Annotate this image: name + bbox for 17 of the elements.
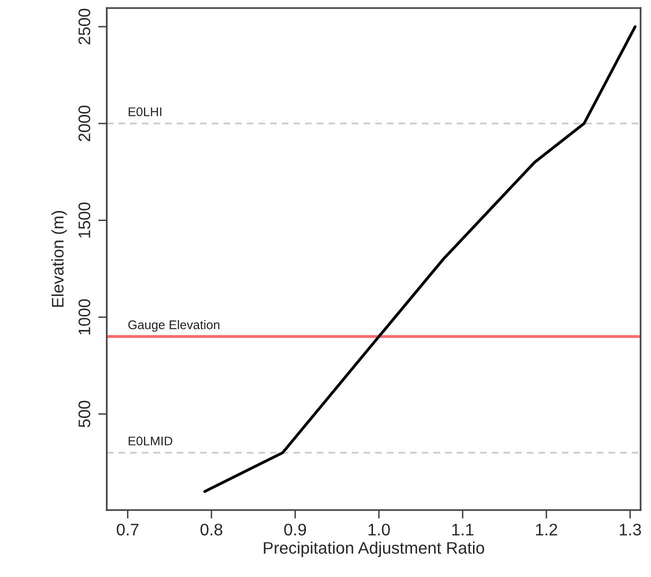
x-tick-label: 0.8 [200, 524, 222, 536]
x-tick-label: 1.2 [536, 524, 558, 536]
y-tick-label: 1000 [78, 299, 90, 334]
x-tick-label: 1.0 [368, 524, 390, 536]
x-tick-label: 1.3 [620, 524, 641, 536]
y-tick-label: 1500 [78, 202, 90, 238]
y-tick-label: 2500 [78, 8, 90, 44]
y-tick-label: 2000 [78, 106, 90, 142]
ref-line-label: Gauge Elevation [128, 320, 220, 332]
ref-line-label: E0LMID [128, 436, 172, 446]
y-tick-label: 500 [78, 400, 90, 428]
y-axis-title: Elevation (m) [51, 211, 67, 307]
x-axis-title: Precipitation Adjustment Ratio [264, 542, 484, 558]
x-tick-label: 0.9 [284, 524, 306, 536]
x-tick-label: 0.7 [116, 524, 138, 536]
ref-line-label: E0LHI [128, 107, 162, 116]
x-tick-label: 1.1 [452, 524, 474, 536]
